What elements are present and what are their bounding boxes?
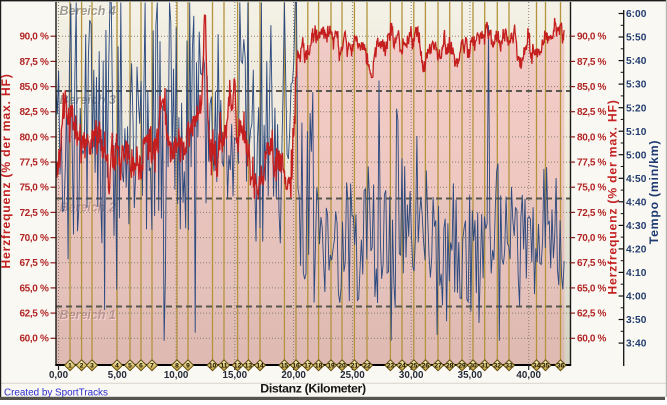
svg-text:67,5 %: 67,5 % <box>577 258 606 269</box>
svg-text:Tempo (min/km): Tempo (min/km) <box>647 140 661 245</box>
svg-text:20: 20 <box>338 363 346 370</box>
svg-text:75,0 %: 75,0 % <box>577 183 606 194</box>
svg-text:31: 31 <box>481 363 489 370</box>
svg-text:26: 26 <box>422 363 430 370</box>
svg-text:33: 33 <box>505 363 513 370</box>
svg-text:90,0 %: 90,0 % <box>577 32 606 43</box>
svg-text:87,5 %: 87,5 % <box>577 57 606 68</box>
svg-text:5: 5 <box>128 363 132 370</box>
svg-text:Bereich 4: Bereich 4 <box>60 4 116 18</box>
svg-text:75,0 %: 75,0 % <box>19 183 48 194</box>
svg-text:4: 4 <box>115 363 119 370</box>
svg-text:87,5 %: 87,5 % <box>19 57 48 68</box>
svg-text:40,00: 40,00 <box>516 370 541 381</box>
svg-text:70,0 %: 70,0 % <box>19 233 48 244</box>
svg-text:90,0 %: 90,0 % <box>19 32 48 43</box>
svg-text:11: 11 <box>221 363 228 370</box>
svg-text:3: 3 <box>90 363 94 370</box>
svg-text:3:50: 3:50 <box>626 315 647 326</box>
svg-text:72,5 %: 72,5 % <box>19 208 48 219</box>
svg-text:30: 30 <box>469 363 477 370</box>
svg-text:17: 17 <box>304 363 312 370</box>
svg-text:10: 10 <box>209 363 217 370</box>
svg-text:85,0 %: 85,0 % <box>19 82 48 93</box>
svg-text:5:00: 5:00 <box>626 150 647 161</box>
svg-text:6: 6 <box>139 363 143 370</box>
svg-text:21: 21 <box>351 363 359 370</box>
svg-text:25,00: 25,00 <box>340 370 365 381</box>
svg-text:2: 2 <box>80 363 84 370</box>
svg-text:Herzfrequenz (% der max. HF): Herzfrequenz (% der max. HF) <box>606 99 620 294</box>
svg-text:62,5 %: 62,5 % <box>577 309 606 320</box>
svg-text:24: 24 <box>398 363 406 370</box>
svg-text:4:20: 4:20 <box>626 245 647 256</box>
svg-text:77,5 %: 77,5 % <box>19 158 48 169</box>
svg-text:70,0 %: 70,0 % <box>577 233 606 244</box>
svg-text:4:40: 4:40 <box>626 197 647 208</box>
svg-text:67,5 %: 67,5 % <box>19 258 48 269</box>
svg-text:10,00: 10,00 <box>164 370 189 381</box>
svg-text:20,00: 20,00 <box>281 370 306 381</box>
svg-text:22: 22 <box>363 363 371 370</box>
svg-text:82,5 %: 82,5 % <box>19 107 48 118</box>
svg-text:4:30: 4:30 <box>626 221 647 232</box>
svg-text:5,00: 5,00 <box>108 370 128 381</box>
svg-text:15,00: 15,00 <box>223 370 248 381</box>
svg-text:4:50: 4:50 <box>626 174 647 185</box>
svg-text:3:40: 3:40 <box>626 339 647 350</box>
svg-text:1: 1 <box>68 363 72 370</box>
svg-text:29: 29 <box>458 363 466 370</box>
svg-text:Bereich 4: Bereich 4 <box>61 5 117 19</box>
svg-text:9: 9 <box>186 363 190 370</box>
svg-text:6:00: 6:00 <box>626 9 647 20</box>
svg-text:36: 36 <box>557 363 565 370</box>
svg-text:28: 28 <box>446 363 454 370</box>
svg-text:7: 7 <box>150 363 154 370</box>
svg-text:60,0 %: 60,0 % <box>19 334 48 345</box>
svg-text:65,0 %: 65,0 % <box>19 283 48 294</box>
svg-text:4:00: 4:00 <box>626 292 647 303</box>
svg-text:Bereich 1: Bereich 1 <box>61 309 117 323</box>
svg-text:35: 35 <box>542 363 550 370</box>
svg-text:27: 27 <box>434 363 442 370</box>
svg-text:34: 34 <box>533 363 541 370</box>
svg-text:30,00: 30,00 <box>399 370 424 381</box>
svg-text:82,5 %: 82,5 % <box>577 107 606 118</box>
svg-text:85,0 %: 85,0 % <box>577 82 606 93</box>
svg-text:Herzfrequenz (% der max. HF): Herzfrequenz (% der max. HF) <box>0 73 13 268</box>
svg-text:5:30: 5:30 <box>626 80 647 91</box>
svg-text:62,5 %: 62,5 % <box>19 309 48 320</box>
svg-text:80,0 %: 80,0 % <box>19 132 48 143</box>
svg-text:35,00: 35,00 <box>458 370 483 381</box>
svg-text:12: 12 <box>234 363 242 370</box>
svg-text:77,5 %: 77,5 % <box>577 158 606 169</box>
svg-text:5:50: 5:50 <box>626 33 647 44</box>
svg-text:23: 23 <box>387 363 395 370</box>
svg-text:80,0 %: 80,0 % <box>577 132 606 143</box>
svg-text:14: 14 <box>256 363 264 370</box>
svg-text:Bereich 1: Bereich 1 <box>60 308 116 322</box>
svg-text:0,00: 0,00 <box>49 370 69 381</box>
svg-text:4:10: 4:10 <box>626 268 647 279</box>
svg-text:8: 8 <box>175 363 179 370</box>
svg-text:25: 25 <box>410 363 418 370</box>
svg-text:Distanz (Kilometer): Distanz (Kilometer) <box>260 382 366 396</box>
svg-text:5:40: 5:40 <box>626 56 647 67</box>
svg-text:60,0 %: 60,0 % <box>577 334 606 345</box>
svg-text:15: 15 <box>281 363 289 370</box>
svg-text:5:10: 5:10 <box>626 127 647 138</box>
svg-text:13: 13 <box>245 363 253 370</box>
svg-text:19: 19 <box>327 363 335 370</box>
svg-text:32: 32 <box>494 363 502 370</box>
svg-text:65,0 %: 65,0 % <box>577 283 606 294</box>
svg-text:5:20: 5:20 <box>626 103 647 114</box>
svg-text:16: 16 <box>292 363 300 370</box>
svg-text:Created by SportTracks: Created by SportTracks <box>4 388 108 399</box>
svg-text:72,5 %: 72,5 % <box>577 208 606 219</box>
svg-text:18: 18 <box>315 363 323 370</box>
